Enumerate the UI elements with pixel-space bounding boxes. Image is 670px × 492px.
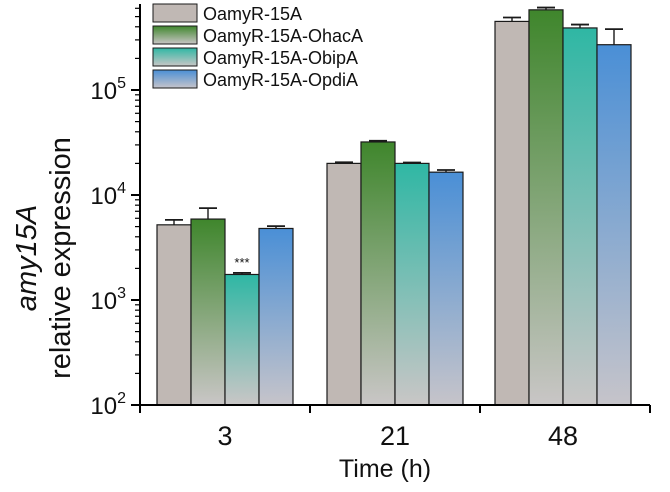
y-axis-title-measure: relative expression <box>45 137 77 379</box>
bar-OamyR-15A-OhacA-3 <box>190 218 226 406</box>
annotations-layer: *** <box>234 255 249 270</box>
y-tick-label-1000: 103 <box>90 285 126 315</box>
legend-label-OamyR-15A-OhacA: OamyR-15A-OhacA <box>203 26 363 46</box>
bar-OamyR-15A-OhacA-48 <box>528 9 564 406</box>
bar-OamyR-15A-OpdiA-48 <box>596 44 632 406</box>
bar-OamyR-15A-OpdiA-21 <box>428 171 464 406</box>
legend-swatch-OamyR-15A <box>152 3 198 23</box>
significance-annotation: *** <box>234 255 249 270</box>
bar-OamyR-15A-21 <box>326 162 362 406</box>
legend-label-OamyR-15A: OamyR-15A <box>203 4 302 24</box>
bar-OamyR-15A-ObipA-21 <box>394 162 430 406</box>
legend-swatch-OamyR-15A-OhacA <box>152 25 198 45</box>
bar-OamyR-15A-48 <box>494 20 530 406</box>
x-tick-label-3: 3 <box>217 421 232 451</box>
legend: OamyR-15AOamyR-15A-OhacAOamyR-15A-ObipAO… <box>152 3 363 90</box>
y-tick-label-100000: 105 <box>90 75 126 105</box>
bar-OamyR-15A-OpdiA-3 <box>258 227 294 406</box>
x-axis-title: Time (h) <box>339 455 431 483</box>
y-tick-label-10000: 104 <box>90 180 126 210</box>
bar-OamyR-15A-OhacA-21 <box>360 141 396 406</box>
y-tick-label-100: 102 <box>90 390 126 420</box>
legend-swatch-OamyR-15A-ObipA <box>152 47 198 67</box>
legend-label-OamyR-15A-ObipA: OamyR-15A-ObipA <box>203 48 358 68</box>
error-bars-layer <box>165 6 623 275</box>
bar-OamyR-15A-ObipA-3 <box>224 273 260 406</box>
bar-OamyR-15A-3 <box>156 224 192 406</box>
bars-layer <box>156 9 632 406</box>
legend-label-OamyR-15A-OpdiA: OamyR-15A-OpdiA <box>203 70 358 90</box>
y-axis-title-gene: amy15A <box>11 205 43 311</box>
x-tick-label-48: 48 <box>548 421 578 451</box>
legend-swatch-OamyR-15A-OpdiA <box>152 69 198 89</box>
bar-OamyR-15A-ObipA-48 <box>562 27 598 406</box>
x-tick-label-21: 21 <box>380 421 410 451</box>
